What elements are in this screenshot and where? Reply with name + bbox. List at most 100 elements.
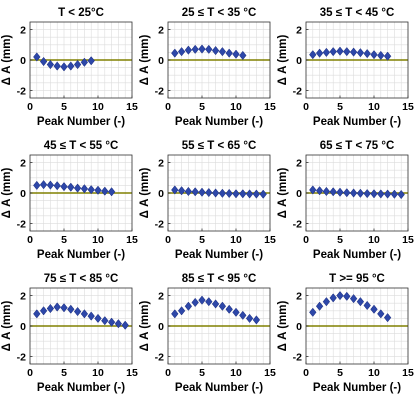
x-tick-label: 10 xyxy=(92,367,104,379)
data-point xyxy=(211,45,220,56)
data-series xyxy=(309,185,405,200)
data-point xyxy=(390,189,399,199)
data-series xyxy=(33,52,95,72)
y-axis-label: Δ A (mm) xyxy=(277,301,289,352)
data-point xyxy=(336,290,344,301)
data-point xyxy=(171,48,179,58)
subplot-title: 25 ≤ T < 35 °C xyxy=(182,7,257,19)
y-tick-label: -2 xyxy=(293,85,302,97)
data-point xyxy=(46,59,55,70)
data-point xyxy=(46,303,55,314)
x-tick-label: 15 xyxy=(264,234,276,246)
data-point xyxy=(53,181,61,191)
x-tick-label: 15 xyxy=(402,234,414,246)
x-axis-label: Peak Number (-) xyxy=(175,116,263,128)
data-point xyxy=(60,182,68,192)
data-point xyxy=(343,291,351,301)
data-point xyxy=(383,313,392,323)
data-point xyxy=(33,309,41,319)
data-series xyxy=(171,44,247,61)
subplot-title: T >= 95 °C xyxy=(329,273,385,285)
data-series xyxy=(33,180,116,197)
x-axis-label: Peak Number (-) xyxy=(313,382,401,394)
data-point xyxy=(33,180,41,191)
data-point xyxy=(349,47,358,57)
y-axis-label: Δ A (mm) xyxy=(139,168,151,219)
data-point xyxy=(94,185,102,195)
data-point xyxy=(329,187,337,197)
x-axis-label: Peak Number (-) xyxy=(175,382,263,394)
data-point xyxy=(73,183,82,193)
data-point xyxy=(87,311,95,321)
y-tick-label: -2 xyxy=(17,218,26,230)
x-tick-label: 10 xyxy=(230,367,242,379)
x-tick-label: 10 xyxy=(230,234,242,246)
subplot-title: 55 ≤ T < 65 °C xyxy=(182,140,257,152)
y-tick-label: 0 xyxy=(20,55,26,67)
y-tick-label: 0 xyxy=(20,321,26,333)
x-tick-label: 5 xyxy=(61,234,67,246)
subplot-title: 35 ≤ T < 45 °C xyxy=(320,7,395,19)
y-tick-label: -2 xyxy=(155,351,164,363)
data-point xyxy=(322,297,331,307)
data-point xyxy=(177,306,186,316)
data-point xyxy=(53,61,61,71)
x-tick-label: 15 xyxy=(402,101,414,113)
y-tick-label: 0 xyxy=(158,321,164,333)
data-point xyxy=(232,189,240,199)
data-point xyxy=(356,48,365,58)
y-tick-label: 2 xyxy=(296,25,302,37)
x-tick-label: 5 xyxy=(61,367,67,379)
data-point xyxy=(198,44,206,54)
data-point xyxy=(336,46,344,56)
data-point xyxy=(80,57,89,67)
data-point xyxy=(101,186,109,196)
data-point xyxy=(39,306,48,316)
data-point xyxy=(245,189,254,199)
data-point xyxy=(184,45,193,55)
x-axis-label: Peak Number (-) xyxy=(37,382,125,394)
subplot-title: 75 ≤ T < 85 °C xyxy=(44,273,119,285)
x-axis-label: Peak Number (-) xyxy=(313,249,401,261)
data-point xyxy=(377,50,385,61)
x-tick-label: 0 xyxy=(303,367,309,379)
x-tick-label: 0 xyxy=(27,367,33,379)
data-point xyxy=(356,297,365,307)
data-point xyxy=(397,189,405,200)
y-tick-label: -2 xyxy=(293,218,302,230)
y-tick-label: 2 xyxy=(20,158,26,170)
data-point xyxy=(370,304,378,314)
data-point xyxy=(363,189,371,199)
x-tick-label: 5 xyxy=(337,101,343,113)
x-axis-label: Peak Number (-) xyxy=(313,116,401,128)
x-tick-label: 0 xyxy=(27,101,33,113)
data-point xyxy=(349,294,358,304)
data-point xyxy=(211,188,220,198)
y-tick-label: 0 xyxy=(158,55,164,67)
x-tick-label: 10 xyxy=(92,234,104,246)
x-tick-label: 0 xyxy=(165,234,171,246)
subplot-title: T < 25°C xyxy=(58,7,104,19)
data-point xyxy=(239,50,247,61)
x-tick-label: 15 xyxy=(126,101,138,113)
data-point xyxy=(198,187,206,197)
data-point xyxy=(336,187,344,197)
data-point xyxy=(33,52,41,62)
x-tick-label: 10 xyxy=(368,234,380,246)
data-point xyxy=(211,299,220,309)
data-point xyxy=(315,48,324,58)
y-axis-label: Δ A (mm) xyxy=(1,168,13,219)
data-point xyxy=(377,309,385,319)
y-tick-label: 2 xyxy=(158,291,164,303)
data-point xyxy=(94,313,102,324)
y-tick-label: -2 xyxy=(155,218,164,230)
data-point xyxy=(39,180,48,190)
x-tick-label: 15 xyxy=(126,234,138,246)
x-tick-label: 5 xyxy=(199,234,205,246)
